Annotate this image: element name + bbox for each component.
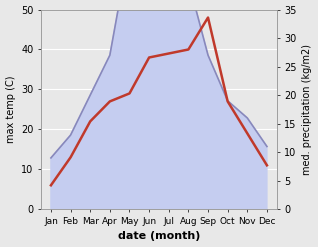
X-axis label: date (month): date (month) <box>118 231 200 242</box>
Y-axis label: med. precipitation (kg/m2): med. precipitation (kg/m2) <box>302 44 313 175</box>
Y-axis label: max temp (C): max temp (C) <box>5 76 16 143</box>
